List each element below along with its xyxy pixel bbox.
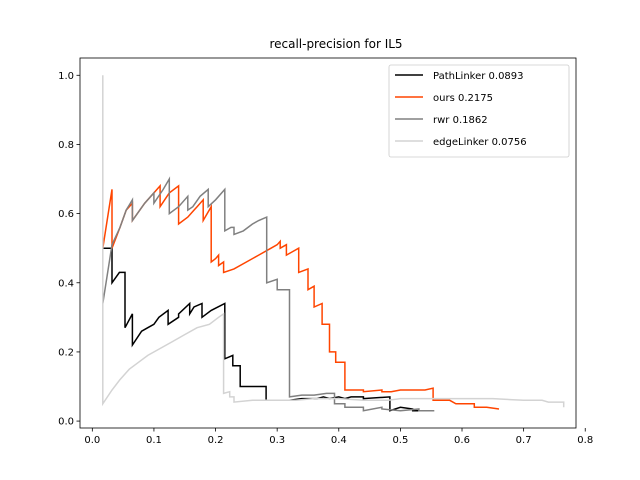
x-tick-label: 0.4	[331, 435, 347, 446]
y-tick-label: 0.8	[58, 140, 74, 151]
x-tick-label: 0.5	[392, 435, 408, 446]
legend-label-1: ours 0.2175	[433, 93, 493, 104]
series-line-2	[102, 176, 435, 412]
y-tick-label: 0.0	[58, 417, 74, 428]
x-tick-label: 0.1	[146, 435, 162, 446]
y-tick-label: 1.0	[58, 71, 74, 82]
x-tick-label: 0.2	[208, 435, 224, 446]
legend-label-2: rwr 0.1862	[433, 115, 488, 126]
series-line-3	[102, 75, 565, 408]
plot-frame	[79, 57, 577, 429]
series-line-1	[102, 183, 500, 410]
legend-box	[388, 64, 570, 158]
series-line-0	[102, 247, 422, 412]
x-tick-label: 0.8	[577, 435, 593, 446]
y-tick-label: 0.6	[58, 209, 74, 220]
chart-title: recall-precision for IL5	[269, 37, 402, 51]
legend-label-0: PathLinker 0.0893	[433, 71, 524, 82]
legend-label-3: edgeLinker 0.0756	[433, 137, 527, 148]
legend: PathLinker 0.0893 ours 0.2175 rwr 0.1862 ed…	[388, 64, 570, 158]
y-tick-label: 0.2	[58, 347, 74, 358]
axes-layer: 0.0 0.1 0.2 0.3 0.4 0.5 0.6 0.7 0.8 0.0 0.2 0.4 0.6 0…	[58, 57, 593, 446]
x-tick-label: 0.0	[84, 435, 100, 446]
x-tick-label: 0.3	[269, 435, 285, 446]
y-tick-label: 0.4	[58, 278, 74, 289]
x-tick-label: 0.7	[516, 435, 532, 446]
x-tick-label: 0.6	[454, 435, 470, 446]
series-layer	[102, 75, 565, 412]
